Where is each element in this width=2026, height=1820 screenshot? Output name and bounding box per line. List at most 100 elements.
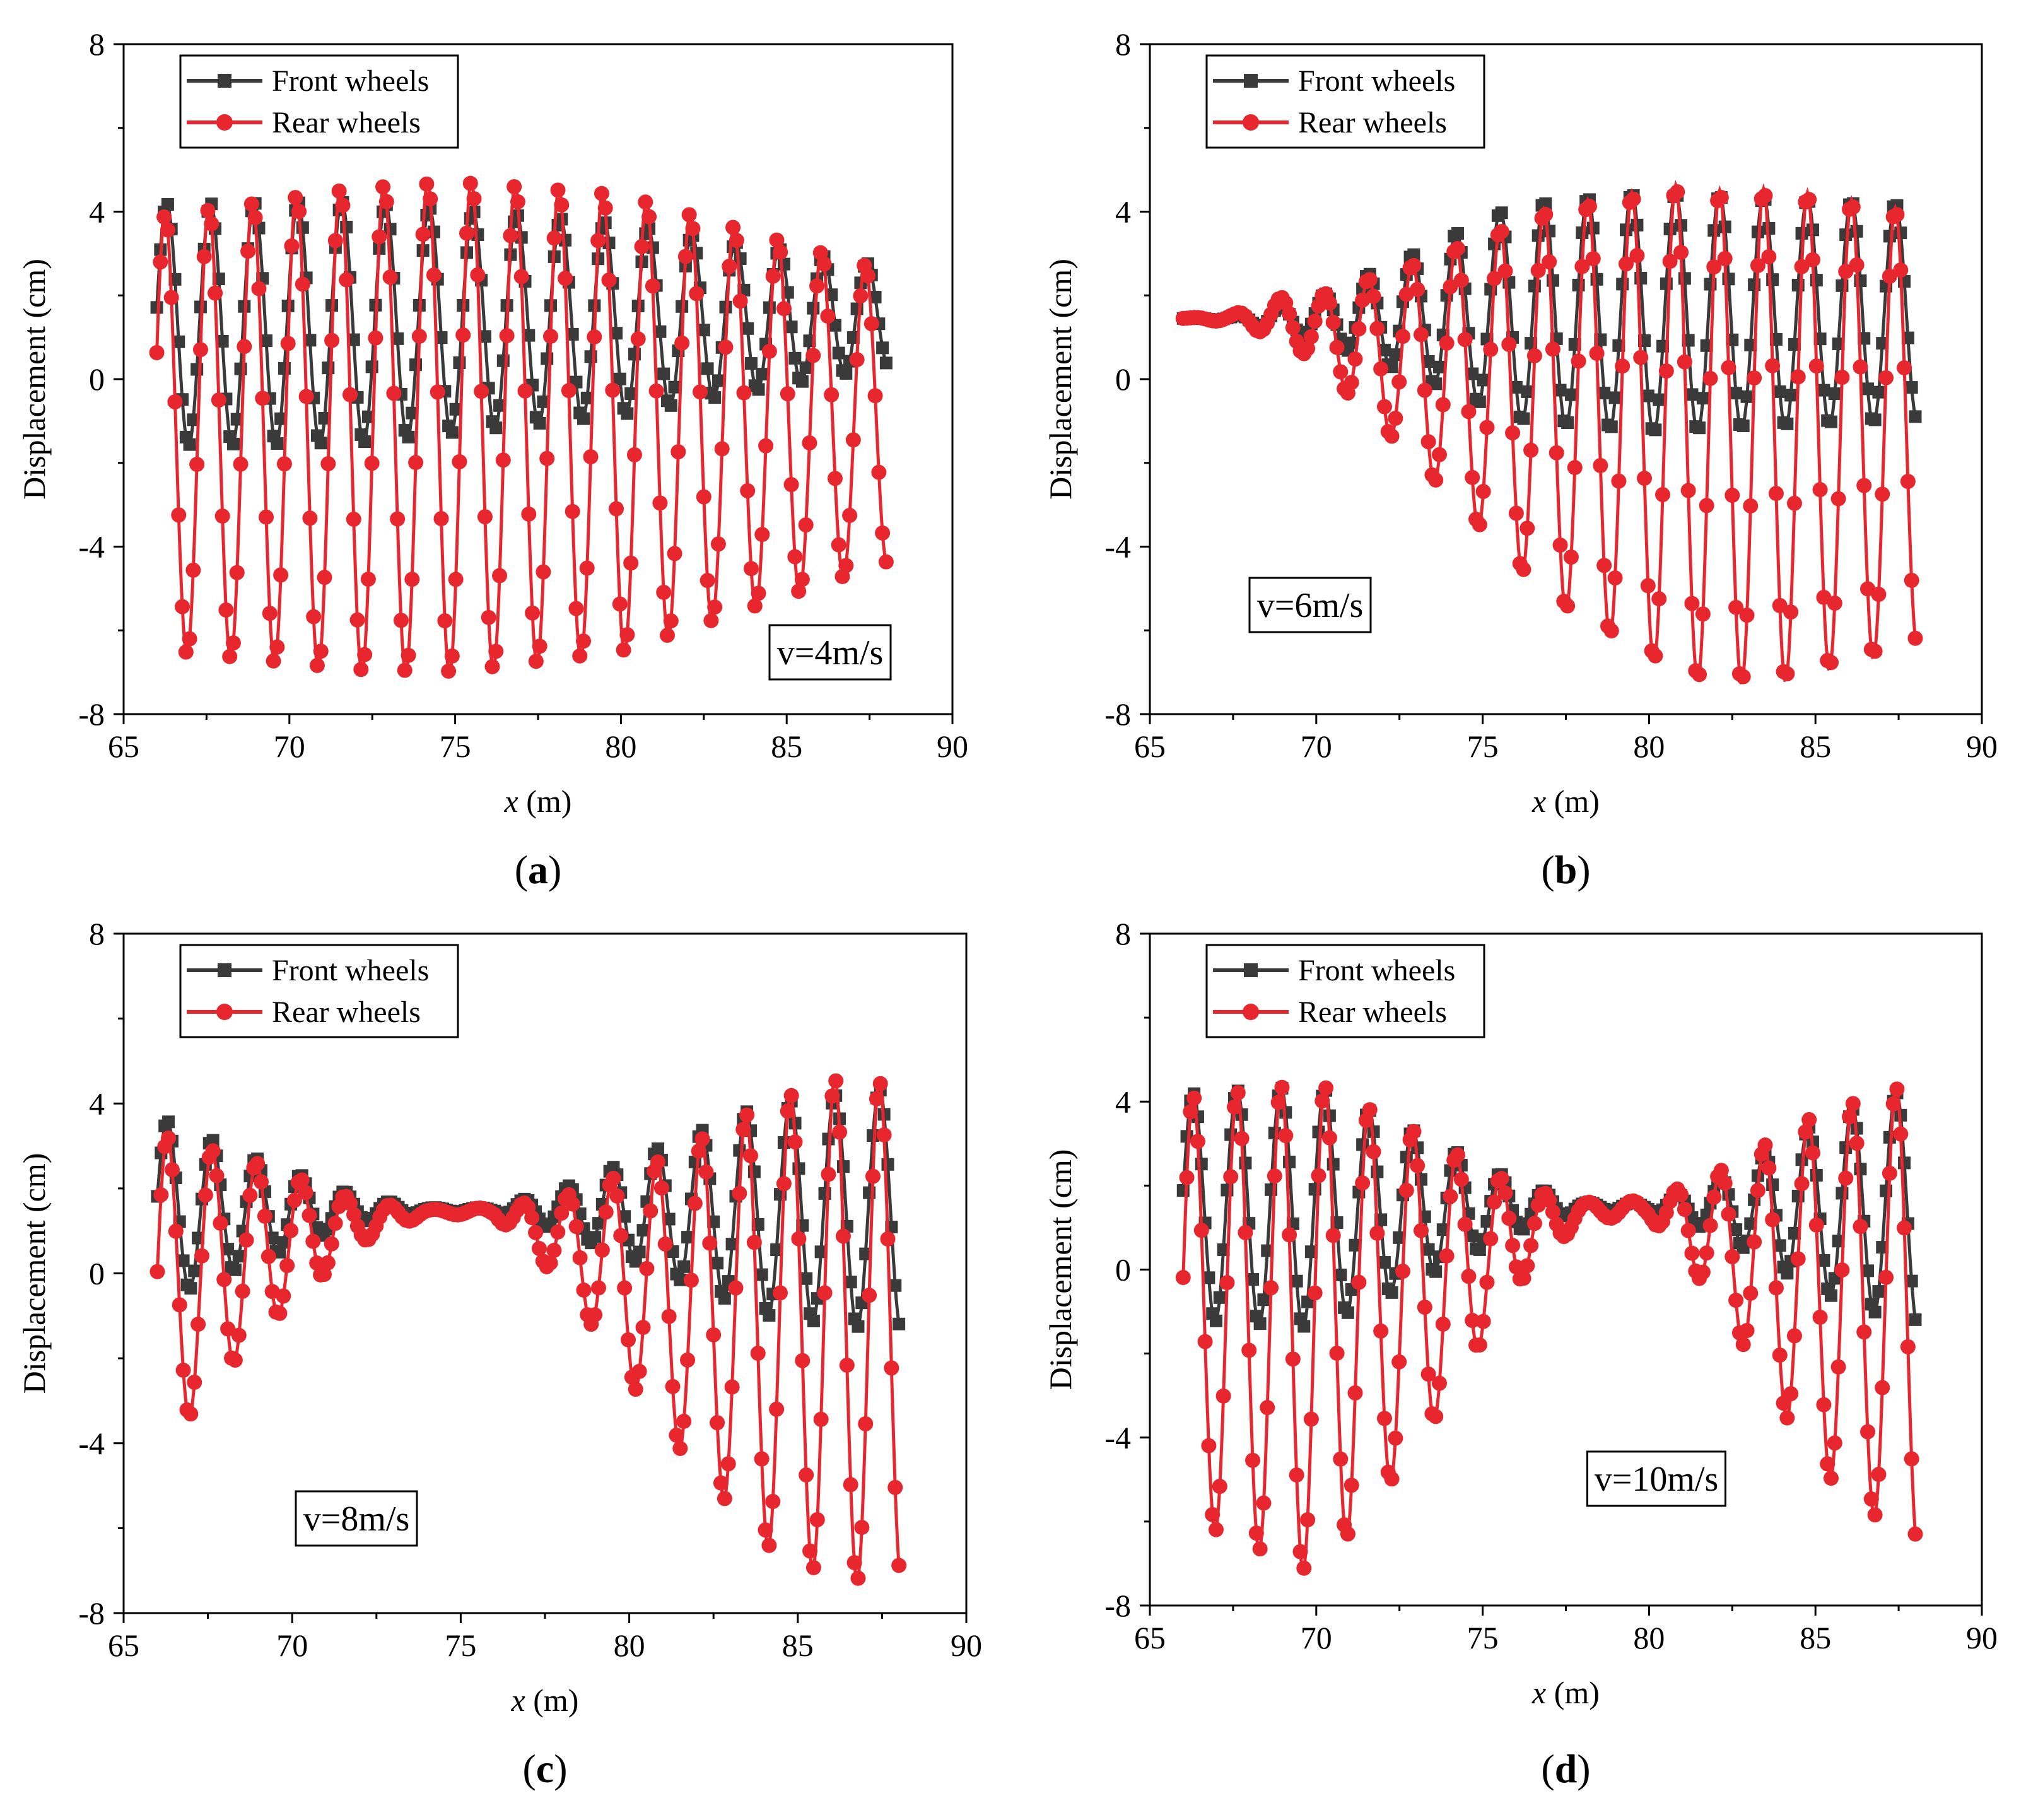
rear-wheels-marker [1428,472,1444,488]
rear-wheels-marker [1516,1271,1531,1286]
y-tick-label: -8 [1104,696,1131,732]
rear-wheels-marker [1545,1204,1560,1220]
rear-wheels-marker [1227,1099,1243,1115]
speed-annotation-text: v=10m/s [1595,1460,1719,1499]
rear-wheels-marker [1435,1317,1451,1332]
rear-wheels-marker [674,335,690,351]
rear-wheels-marker [1307,314,1323,329]
rear-wheels-marker [677,249,693,264]
rear-wheels-marker [1658,363,1674,379]
rear-wheels-marker [1747,1234,1762,1250]
front-wheels-marker [1696,392,1709,405]
front-wheels-marker [1429,1265,1443,1278]
rear-wheels-marker [887,1479,903,1495]
rear-wheels-marker [1618,256,1634,272]
rear-wheels-marker [1417,1300,1432,1315]
y-tick-label: 0 [1115,361,1131,397]
rear-wheels-marker [1369,320,1385,336]
rear-wheels-marker [1351,1274,1367,1290]
rear-wheels-marker [1245,1452,1261,1468]
rear-wheels-marker [1695,1264,1711,1280]
rear-wheels-marker [1373,361,1389,377]
rear-wheels-marker [495,452,511,468]
rear-wheels-marker [1494,223,1509,239]
rear-wheels-marker [474,384,489,399]
rear-wheels-marker [415,226,431,242]
rear-wheels-marker [259,509,274,525]
front-wheels-marker [228,1263,242,1276]
y-tick-label: 4 [1115,1084,1131,1119]
rear-wheels-marker [698,1164,714,1180]
rear-wheels-marker [320,1255,336,1271]
front-wheels-marker [493,399,506,412]
rear-wheels-marker [729,233,744,249]
rear-wheels-marker [242,1187,258,1203]
rear-wheels-marker [393,613,409,628]
rear-wheels-marker [1633,349,1649,365]
rear-wheels-marker [229,565,245,580]
rear-wheels-marker [190,1317,206,1332]
rear-wheels-marker [243,196,259,212]
rear-wheels-marker [568,1219,584,1235]
front-wheels-marker [752,383,765,396]
rear-wheels-marker [587,329,602,345]
rear-wheels-marker [266,653,281,669]
front-wheels-marker [708,391,722,404]
speed-annotation-text: v=6m/s [1257,586,1364,625]
rear-wheels-marker [1318,1080,1334,1096]
front-wheels-marker [792,1162,805,1175]
rear-wheels-marker [653,1180,669,1196]
rear-wheels-marker [175,599,190,614]
rear-wheels-marker [687,1195,703,1211]
rear-wheels-marker [1875,486,1890,502]
rear-wheels-marker [743,561,759,577]
front-wheels-marker [260,334,273,348]
rear-wheels-marker [305,1233,321,1249]
front-wheels-marker [1868,413,1882,426]
front-wheels-marker [347,333,360,346]
rear-wheels-marker [1662,254,1678,269]
front-wheels-marker [187,413,200,426]
rear-wheels-marker [423,191,438,207]
front-wheels-marker [799,361,812,374]
front-wheels-marker [478,330,491,343]
rear-wheels-marker [1552,537,1568,553]
x-tick-label: 70 [276,1628,308,1663]
speed-annotation-box [295,1490,418,1547]
rear-wheels-marker [231,1327,247,1343]
rear-wheels-marker [619,627,635,643]
front-wheels-marker [1407,248,1420,261]
rear-wheels-marker [718,339,734,355]
rear-wheels-marker [550,182,566,198]
rear-wheels-marker [455,327,471,343]
front-wheels-marker [1477,373,1490,387]
rear-wheels-marker [845,432,861,448]
rear-wheels-marker [597,200,613,216]
front-wheels-marker [879,356,893,370]
rear-wheels-marker [1333,1451,1349,1467]
rear-wheels-marker [813,1411,829,1427]
front-wheels-marker [889,1279,902,1292]
x-tick-label: 75 [440,729,471,764]
rear-wheels-marker [164,1162,180,1178]
rear-wheels-marker [761,1537,777,1553]
rear-wheels-marker [1303,329,1319,344]
rear-wheels-marker [739,1107,755,1123]
front-wheels-marker [1653,393,1666,406]
series-group [1175,179,1923,684]
front-wheels-marker [1393,1231,1406,1244]
y-tick-label: 0 [89,361,105,397]
rear-wheels-marker [306,609,322,625]
front-wheels-marker [662,1212,676,1226]
rear-wheels-marker [1376,399,1392,414]
rear-wheels-marker [1432,1375,1448,1391]
rear-wheels-marker [1728,1293,1744,1308]
rear-wheels-marker [609,501,624,517]
front-wheels-marker [814,1245,828,1259]
y-tick-label: -4 [78,1426,105,1461]
front-wheels-marker [770,1243,783,1257]
rear-wheels-marker [1706,1189,1722,1205]
rear-wheels-marker [295,276,310,292]
rear-wheels-marker [546,230,562,246]
front-wheels-marker [852,1320,865,1333]
